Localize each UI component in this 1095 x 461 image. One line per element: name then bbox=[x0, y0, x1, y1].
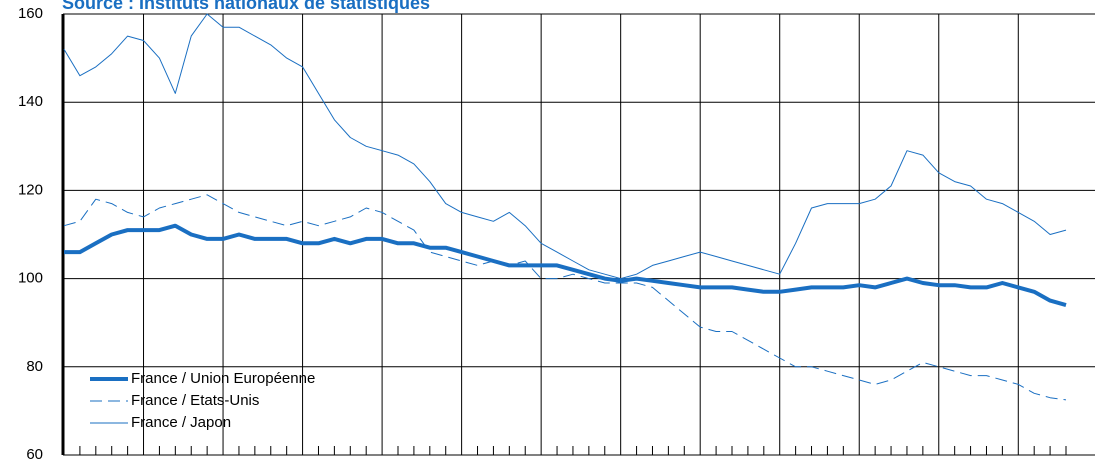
y-tick-label: 100 bbox=[18, 270, 43, 287]
series-line bbox=[64, 223, 1067, 308]
chart-title: Source : Instituts nationaux de statisti… bbox=[62, 0, 430, 13]
y-tick-label: 120 bbox=[18, 181, 43, 198]
y-tick-label: 140 bbox=[18, 93, 43, 110]
legend-label: France / Japon bbox=[131, 414, 231, 431]
y-tick-label: 60 bbox=[26, 446, 43, 461]
legend-label: France / Union Européenne bbox=[131, 370, 315, 387]
series-line bbox=[63, 194, 1067, 401]
series-line bbox=[63, 13, 1067, 280]
y-tick-label: 80 bbox=[26, 358, 43, 375]
y-tick-label: 160 bbox=[18, 5, 43, 22]
legend-label: France / Etats-Unis bbox=[131, 392, 259, 409]
